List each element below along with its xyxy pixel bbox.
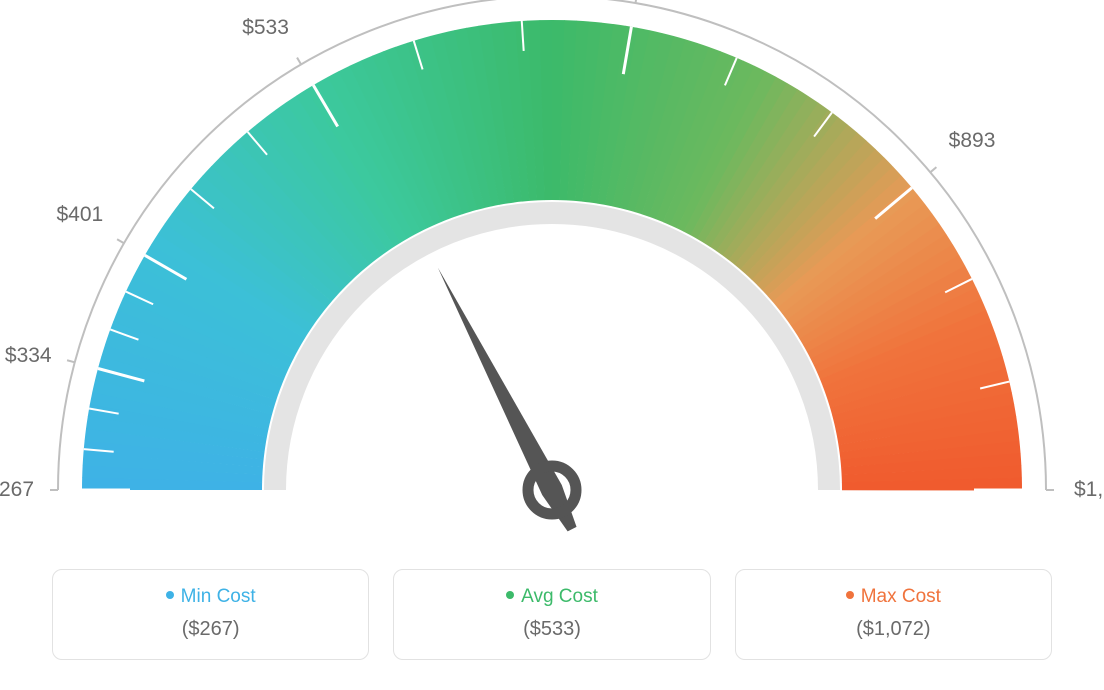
tick-label: $893 (949, 129, 996, 153)
legend-title: Min Cost (53, 586, 368, 608)
tick-label: $533 (229, 16, 289, 40)
legend-card: Min Cost ($267) (52, 569, 369, 660)
gauge-band (82, 20, 1022, 490)
tick-label: $401 (43, 203, 103, 227)
legend-title-text: Min Cost (181, 586, 256, 607)
legend-dot-icon (846, 591, 854, 599)
legend-title-text: Max Cost (861, 586, 941, 607)
legend-value: ($533) (394, 618, 709, 641)
chart-container: $267$334$401$533$713$893$1,072 Min Cost(… (0, 0, 1104, 690)
scale-tick (930, 167, 936, 172)
legend-row: Min Cost ($267) Avg Cost ($533) Max Cost ($1,… (52, 569, 1052, 660)
tick-label: $267 (0, 478, 34, 502)
legend-card: Max Cost ($1,072) (735, 569, 1052, 660)
tick-label: $1,072 (1074, 478, 1104, 502)
gauge-svg (0, 0, 1104, 560)
legend-title: Avg Cost (394, 586, 709, 608)
legend-card: Avg Cost ($533) (393, 569, 710, 660)
legend-dot-icon (166, 591, 174, 599)
legend-title-text: Avg Cost (521, 586, 598, 607)
gauge-needle (438, 268, 577, 532)
tick-label: $334 (0, 344, 52, 368)
gauge-area: $267$334$401$533$713$893$1,072 (0, 0, 1104, 560)
scale-tick (67, 360, 75, 362)
legend-title: Max Cost (736, 586, 1051, 608)
legend-value: ($267) (53, 618, 368, 641)
scale-tick (297, 58, 301, 65)
legend-dot-icon (506, 591, 514, 599)
scale-tick (117, 239, 124, 243)
legend-value: ($1,072) (736, 618, 1051, 641)
